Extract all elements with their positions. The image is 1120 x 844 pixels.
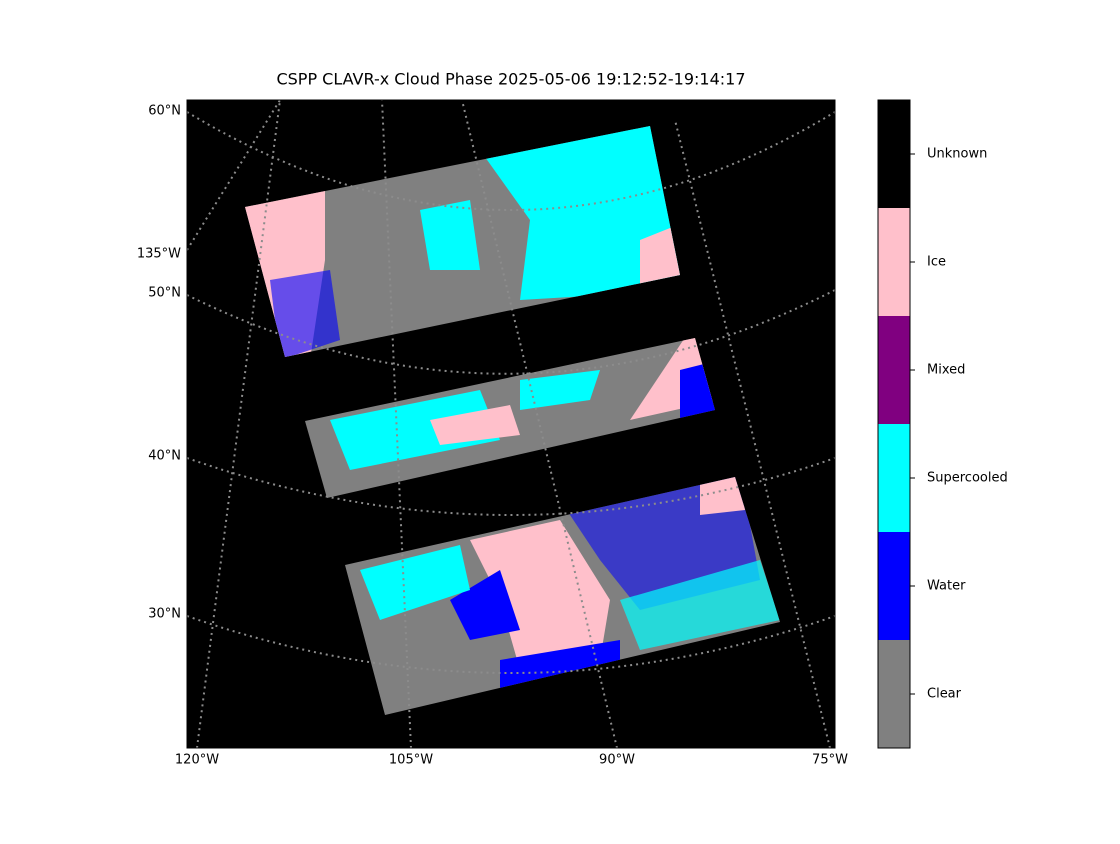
graticule xyxy=(187,289,835,375)
colorbar-frame xyxy=(877,99,911,749)
colorbar-segment xyxy=(878,532,910,640)
map-frame xyxy=(186,99,836,749)
colorbar-segment xyxy=(878,424,910,532)
lat-label: 135°W xyxy=(137,247,181,262)
title: CSPP CLAVR-x Cloud Phase 2025-05-06 19:1… xyxy=(276,70,745,89)
lon-label: 90°W xyxy=(599,753,635,768)
colorbar-label: Ice xyxy=(927,255,946,270)
graticule xyxy=(187,615,835,674)
colorbar-segment xyxy=(878,640,910,748)
map xyxy=(187,100,835,748)
lat-label: 30°N xyxy=(148,607,181,622)
lon-label: 120°W xyxy=(175,753,219,768)
colorbar-label: Supercooled xyxy=(927,471,1008,486)
colorbar-segment xyxy=(878,100,910,208)
lon-label: 75°W xyxy=(812,753,848,768)
lat-label: 50°N xyxy=(148,286,181,301)
lat-label: 40°N xyxy=(148,449,181,464)
graticule xyxy=(187,111,835,211)
lon-label: 105°W xyxy=(389,753,433,768)
colorbar-label: Clear xyxy=(927,687,962,702)
graticule xyxy=(196,100,281,748)
colorbar-label: Mixed xyxy=(927,363,965,378)
graticule xyxy=(187,457,835,516)
colorbar-label: Water xyxy=(927,579,966,594)
colorbar-label: Unknown xyxy=(927,147,987,162)
colorbar-segment xyxy=(878,316,910,424)
colorbar-segment xyxy=(878,208,910,316)
graticule xyxy=(381,100,412,748)
lat-label: 60°N xyxy=(148,104,181,119)
